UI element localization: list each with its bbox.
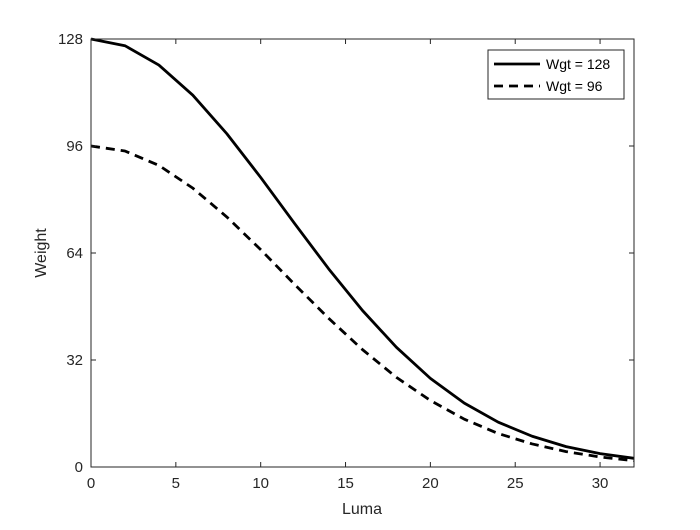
y-tick-label: 0 — [75, 459, 83, 476]
legend-box — [487, 49, 625, 100]
x-tick-label: 10 — [252, 475, 269, 492]
axes-layer: 0 5 10 15 20 25 30 0 32 64 96 128 — [58, 31, 635, 492]
series-line-1 — [90, 37, 635, 460]
legend: Wgt = 128 Wgt = 96 — [487, 49, 625, 100]
y-tick-label: 64 — [66, 245, 83, 262]
series-layer — [90, 37, 635, 463]
x-tick-label: 25 — [507, 475, 524, 492]
y-tick-label: 96 — [66, 138, 83, 155]
y-tick-label: 128 — [58, 31, 83, 48]
y-axis-label: Weight — [33, 228, 50, 278]
x-tick-label: 30 — [592, 475, 609, 492]
x-tick-label: 5 — [172, 475, 180, 492]
legend-label-2: Wgt = 96 — [546, 78, 603, 94]
x-tick-label: 0 — [87, 475, 95, 492]
x-tick-label: 15 — [337, 475, 354, 492]
x-axis-label: Luma — [342, 501, 382, 518]
plot-area — [91, 39, 634, 467]
legend-label-1: Wgt = 128 — [546, 56, 610, 72]
x-tick-label: 20 — [422, 475, 439, 492]
series-line-2 — [90, 144, 635, 463]
y-tick-label: 32 — [66, 352, 83, 369]
